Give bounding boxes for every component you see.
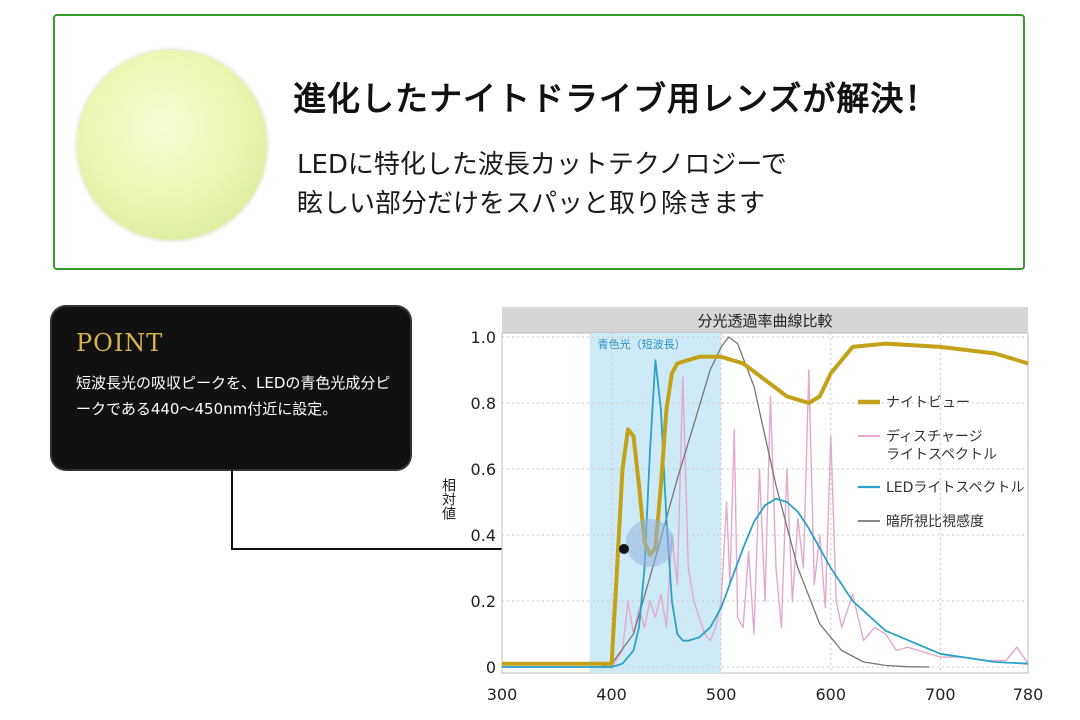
- headline-panel: 進化したナイトドライブ用レンズが解決！ LEDに特化した波長カットテクノロジーで…: [53, 14, 1025, 270]
- x-tick-label: 700: [925, 685, 956, 704]
- y-tick-label: 0.8: [471, 394, 496, 413]
- legend-label: LEDライトスペクトル: [886, 480, 1024, 496]
- blue-light-region-label: 青色光（短波長）: [598, 337, 686, 351]
- series-line-0: [502, 341, 1029, 666]
- gridlines: [501, 333, 1029, 673]
- point-callout: POINT 短波長光の吸収ピークを、LEDの青色光成分ピークである440〜450…: [52, 307, 410, 469]
- legend-label: ディスチャージライトスペクトル: [886, 428, 997, 463]
- callout-connector: [231, 469, 622, 550]
- lens-image: [77, 50, 267, 240]
- plot-area: [501, 332, 1029, 674]
- subtext-line-1: LEDに特化した波長カットテクノロジーで: [297, 150, 787, 180]
- y-tick-label: 0: [486, 658, 496, 677]
- series-line-1: [502, 369, 1029, 668]
- subtext: LEDに特化した波長カットテクノロジーで 眩しい部分だけをスパッと取り除きます: [297, 146, 787, 224]
- absorption-peak-highlight: [626, 519, 674, 567]
- callout-dot: [619, 544, 629, 554]
- y-tick-label: 0.4: [471, 526, 496, 545]
- x-tick-label: 300: [487, 685, 518, 704]
- y-tick-label: 0.6: [471, 460, 496, 479]
- x-tick-label: 600: [815, 685, 846, 704]
- axis-ticks: 0 0.2 0.4 0.6 0.8 1.0 300 400 500 600 700 780: [471, 328, 1044, 704]
- y-tick-label: 1.0: [471, 328, 496, 347]
- chart-title: 分光透過率曲線比較: [697, 312, 832, 330]
- page-title: 進化したナイトドライブ用レンズが解決！: [293, 79, 939, 118]
- chart-title-bar: [502, 307, 1028, 333]
- y-axis-label: 相対値: [440, 478, 456, 520]
- x-tick-label: 780: [1013, 685, 1044, 704]
- subtext-line-2: 眩しい部分だけをスパッと取り除きます: [297, 189, 766, 219]
- x-tick-label: 500: [706, 685, 737, 704]
- point-body: 短波長光の吸収ピークを、LEDの青色光成分ピークである440〜450nm付近に設…: [76, 374, 391, 418]
- x-tick-label: 400: [596, 685, 627, 704]
- legend-label: ナイトビュー: [886, 395, 970, 411]
- y-tick-label: 0.2: [471, 592, 496, 611]
- point-title: POINT: [76, 329, 164, 357]
- legend-label: 暗所視比視感度: [886, 513, 984, 530]
